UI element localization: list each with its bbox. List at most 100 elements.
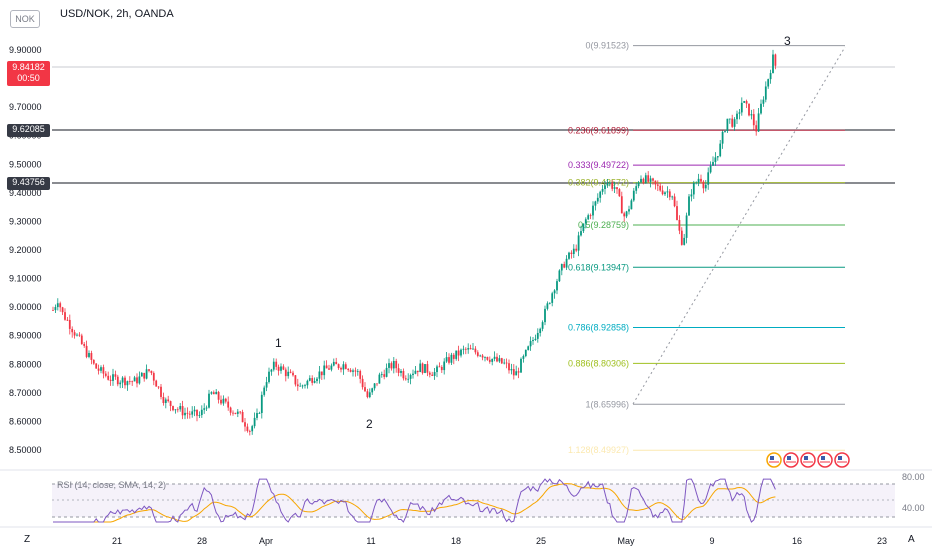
event-flags[interactable] (766, 452, 850, 468)
time-axis-label: 25 (536, 536, 546, 546)
candle-body (632, 190, 635, 201)
candle-body (772, 54, 774, 74)
candle-body (716, 156, 719, 158)
candle-body (222, 398, 225, 404)
candle-body (748, 103, 750, 116)
candle-body (604, 185, 606, 189)
time-axis-label: 28 (197, 536, 207, 546)
candle-body (764, 86, 767, 100)
wave-label-2: 2 (366, 417, 373, 431)
candle-body (198, 415, 201, 416)
candle-body (539, 328, 542, 333)
candle-body (260, 394, 263, 413)
candle-body (294, 375, 297, 385)
candle-body (253, 417, 256, 427)
time-axis-label: 16 (792, 536, 802, 546)
time-axis-label: 18 (451, 536, 461, 546)
candle-body (176, 409, 179, 411)
rsi-legend[interactable]: RSI (14, close, SMA, 14, 2) (57, 480, 166, 490)
candle-body (155, 380, 158, 387)
candle-body (90, 353, 93, 360)
candle-body (560, 264, 563, 271)
candle-body (467, 348, 470, 350)
candle-body (671, 196, 674, 198)
candle-body (755, 125, 758, 132)
candle-body (616, 187, 618, 190)
candle-body (532, 340, 534, 342)
price-axis-label: 9.70000 (9, 102, 42, 112)
candle-body (757, 113, 760, 132)
candle-body (606, 183, 609, 186)
candle-body (484, 356, 486, 358)
candle-body (392, 360, 395, 369)
candle-body (556, 281, 558, 291)
candle-body (673, 196, 676, 207)
candle-body (148, 369, 150, 371)
candle-body (520, 358, 522, 373)
candle-body (486, 356, 489, 360)
candle-body (469, 348, 472, 350)
candle-body (611, 182, 614, 189)
last-price-value: 9.84182 (12, 62, 45, 72)
candle-body (731, 118, 734, 127)
candle-body (145, 369, 148, 379)
candle-body (162, 396, 165, 403)
candle-body (172, 406, 174, 411)
candle-body (474, 348, 477, 353)
candle-body (635, 186, 638, 191)
candle-body (700, 178, 702, 182)
candle-body (407, 378, 410, 380)
symbol-badge[interactable]: NOK (10, 10, 40, 28)
candle-body (412, 373, 414, 376)
fib-level-label: 0.236(9.61899) (568, 125, 629, 135)
time-axis-label: 9 (709, 536, 714, 546)
candle-body (580, 231, 582, 236)
rsi-axis-40: 40.00 (902, 503, 925, 513)
time-axis[interactable]: 21 28 Apr 11 18 25 May 9 16 23 (112, 536, 887, 546)
candle-body (277, 366, 280, 371)
candle-body (767, 79, 770, 87)
candle-body (457, 350, 460, 356)
candle-body (760, 103, 762, 114)
candle-body (500, 358, 503, 364)
candle-body (455, 350, 458, 359)
candle-body (668, 191, 671, 198)
price-axis[interactable]: 9.900009.800009.700009.600009.500009.400… (9, 45, 42, 455)
candle-body (102, 367, 105, 374)
candle-body (697, 178, 700, 183)
candle-body (215, 391, 218, 395)
candle-body (692, 183, 695, 195)
candle-body (164, 399, 167, 403)
candle-body (640, 178, 642, 183)
candle-body (232, 412, 234, 414)
candle-body (191, 411, 194, 415)
horizontal-line-1-tag: 9.62085 (7, 124, 50, 137)
candle-body (721, 131, 724, 144)
candle-body (661, 190, 664, 195)
candle-body (664, 192, 666, 195)
candle-body (354, 370, 357, 372)
candle-body (584, 219, 587, 224)
candle-body (136, 377, 138, 384)
candle-body (304, 385, 306, 387)
candle-body (719, 143, 722, 157)
candle-body (179, 406, 182, 410)
wave-label-3: 3 (784, 34, 791, 48)
candle-body (745, 101, 748, 104)
auto-scale-button[interactable]: A (908, 534, 915, 545)
rsi-pane[interactable]: RSI (14, close, SMA, 14, 2) 80.00 40.00 (52, 472, 925, 523)
candle-body (515, 371, 518, 376)
candle-body (224, 398, 227, 402)
rsi-axis-80: 80.00 (902, 472, 925, 482)
fib-level-label: 0.886(8.80306) (568, 358, 629, 368)
candle-body (356, 371, 359, 372)
zoom-button[interactable]: Z (24, 534, 31, 545)
candle-body (589, 215, 592, 217)
fib-retracement[interactable]: 0(9.91523) 0.236(9.61899) 0.333(9.49722) 0.… (568, 41, 845, 456)
candle-body (445, 357, 448, 362)
candle-body (239, 411, 242, 413)
chart-title[interactable]: USD/NOK, 2h, OANDA (60, 8, 174, 20)
candle-body (436, 366, 438, 373)
candle-body (380, 374, 383, 375)
